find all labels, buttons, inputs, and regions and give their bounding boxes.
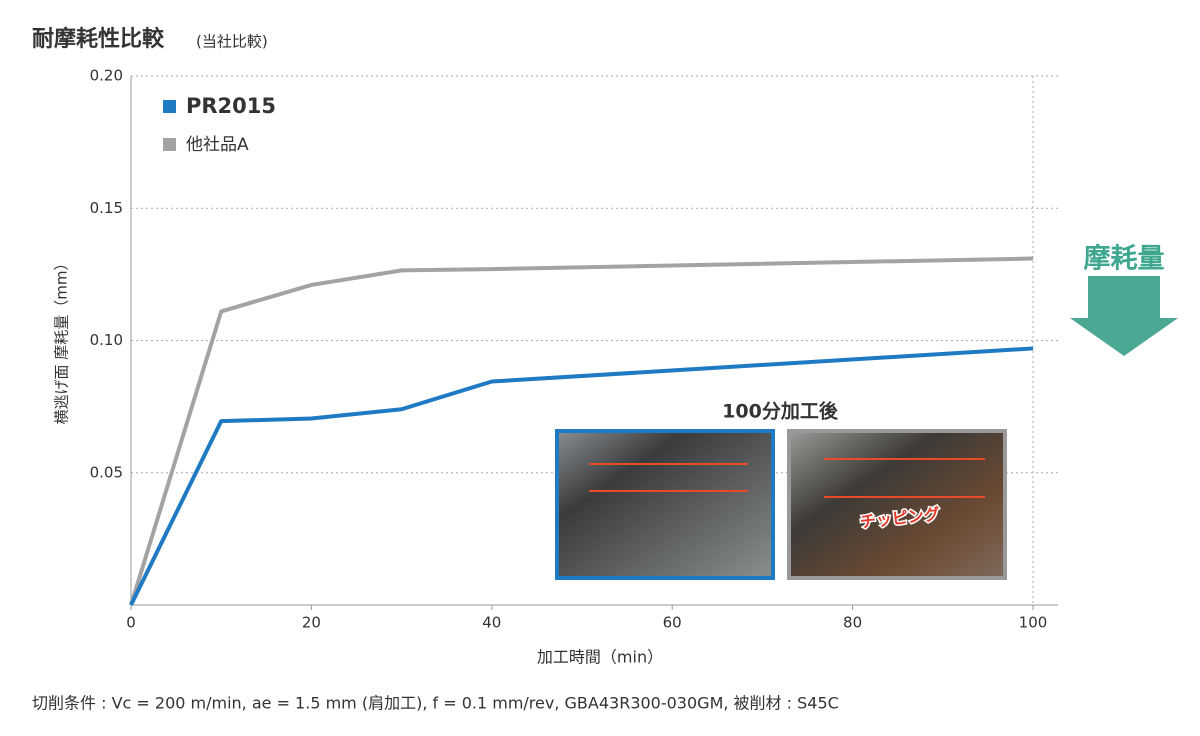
x-tick-label: 100 bbox=[1019, 614, 1048, 632]
y-tick-label: 0.20 bbox=[90, 67, 123, 85]
series-line bbox=[129, 346, 1034, 606]
legend-label: 他社品A bbox=[186, 135, 249, 155]
legend-swatch bbox=[163, 138, 176, 151]
y-tick-label: 0.05 bbox=[90, 463, 123, 481]
y-axis-label: 横逃げ面 摩耗量（mm） bbox=[53, 256, 71, 425]
legend-swatch bbox=[163, 100, 176, 113]
chart-title: 耐摩耗性比較 bbox=[32, 26, 165, 52]
plot-area: 0.05 0.10 0.15 0.20 0 20 40 60 80 100 PR2015 他社品A bbox=[90, 67, 1058, 632]
series-line bbox=[129, 256, 1034, 606]
inset-images: 100分加工後 チッピング bbox=[555, 400, 1007, 580]
inset-photo bbox=[555, 429, 775, 580]
y-tick-label: 0.10 bbox=[90, 331, 123, 349]
chart-subtitle: (当社比較) bbox=[196, 33, 268, 51]
x-tick-label: 0 bbox=[126, 614, 136, 632]
x-tick-label: 40 bbox=[482, 614, 501, 632]
inset-title: 100分加工後 bbox=[722, 400, 839, 423]
legend-label: PR2015 bbox=[186, 94, 276, 118]
x-tick-label: 20 bbox=[302, 614, 321, 632]
x-tick-label: 60 bbox=[663, 614, 682, 632]
inset-photo bbox=[787, 429, 1007, 580]
x-axis-label: 加工時間（min） bbox=[537, 648, 663, 667]
y-tick-label: 0.15 bbox=[90, 199, 123, 217]
footnote: 切削条件 : Vc = 200 m/min, ae = 1.5 mm (肩加工)… bbox=[32, 694, 839, 713]
arrow-label: 摩耗量 bbox=[1084, 243, 1165, 275]
x-tick-label: 80 bbox=[843, 614, 862, 632]
arrow bbox=[1070, 276, 1178, 356]
